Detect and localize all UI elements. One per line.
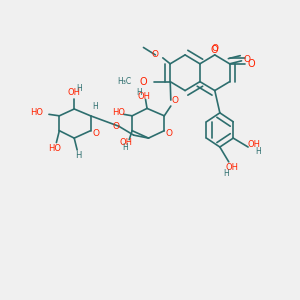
Text: OH: OH: [68, 88, 81, 97]
Text: OH: OH: [248, 140, 260, 148]
Text: H: H: [223, 169, 229, 178]
Text: OH: OH: [138, 92, 151, 101]
Text: O: O: [92, 129, 99, 138]
Text: H: H: [137, 88, 142, 97]
Text: HO: HO: [112, 108, 125, 117]
Text: O: O: [165, 129, 172, 138]
Text: OH: OH: [120, 138, 133, 147]
Text: OH: OH: [225, 163, 238, 172]
Text: H: H: [92, 102, 98, 111]
Text: O: O: [247, 59, 255, 69]
Text: O: O: [172, 96, 179, 105]
Text: H₃C: H₃C: [117, 77, 132, 86]
Text: O: O: [244, 55, 251, 64]
Text: HO: HO: [30, 108, 43, 117]
Text: O: O: [112, 122, 119, 131]
Text: H: H: [122, 142, 128, 152]
Text: HO: HO: [48, 144, 62, 153]
Text: H: H: [76, 152, 82, 160]
Text: O: O: [152, 50, 159, 59]
Text: O: O: [211, 44, 218, 53]
Text: H: H: [256, 147, 261, 156]
Text: O: O: [211, 44, 219, 55]
Text: O: O: [140, 76, 147, 87]
Text: H: H: [76, 84, 82, 93]
